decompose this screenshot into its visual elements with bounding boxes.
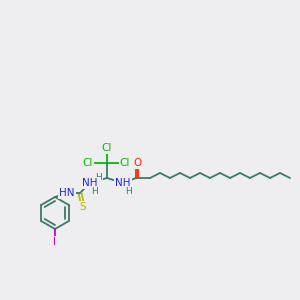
Text: Cl: Cl <box>120 158 130 168</box>
Text: S: S <box>80 202 86 212</box>
Text: H: H <box>96 172 102 182</box>
Text: NH: NH <box>82 178 98 188</box>
Text: I: I <box>53 237 56 247</box>
Text: NH: NH <box>115 178 131 188</box>
Text: Cl: Cl <box>83 158 93 168</box>
Text: O: O <box>134 158 142 168</box>
Text: H: H <box>92 187 98 196</box>
Text: Cl: Cl <box>102 143 112 153</box>
Text: H: H <box>124 187 131 196</box>
Text: HN: HN <box>59 188 75 198</box>
